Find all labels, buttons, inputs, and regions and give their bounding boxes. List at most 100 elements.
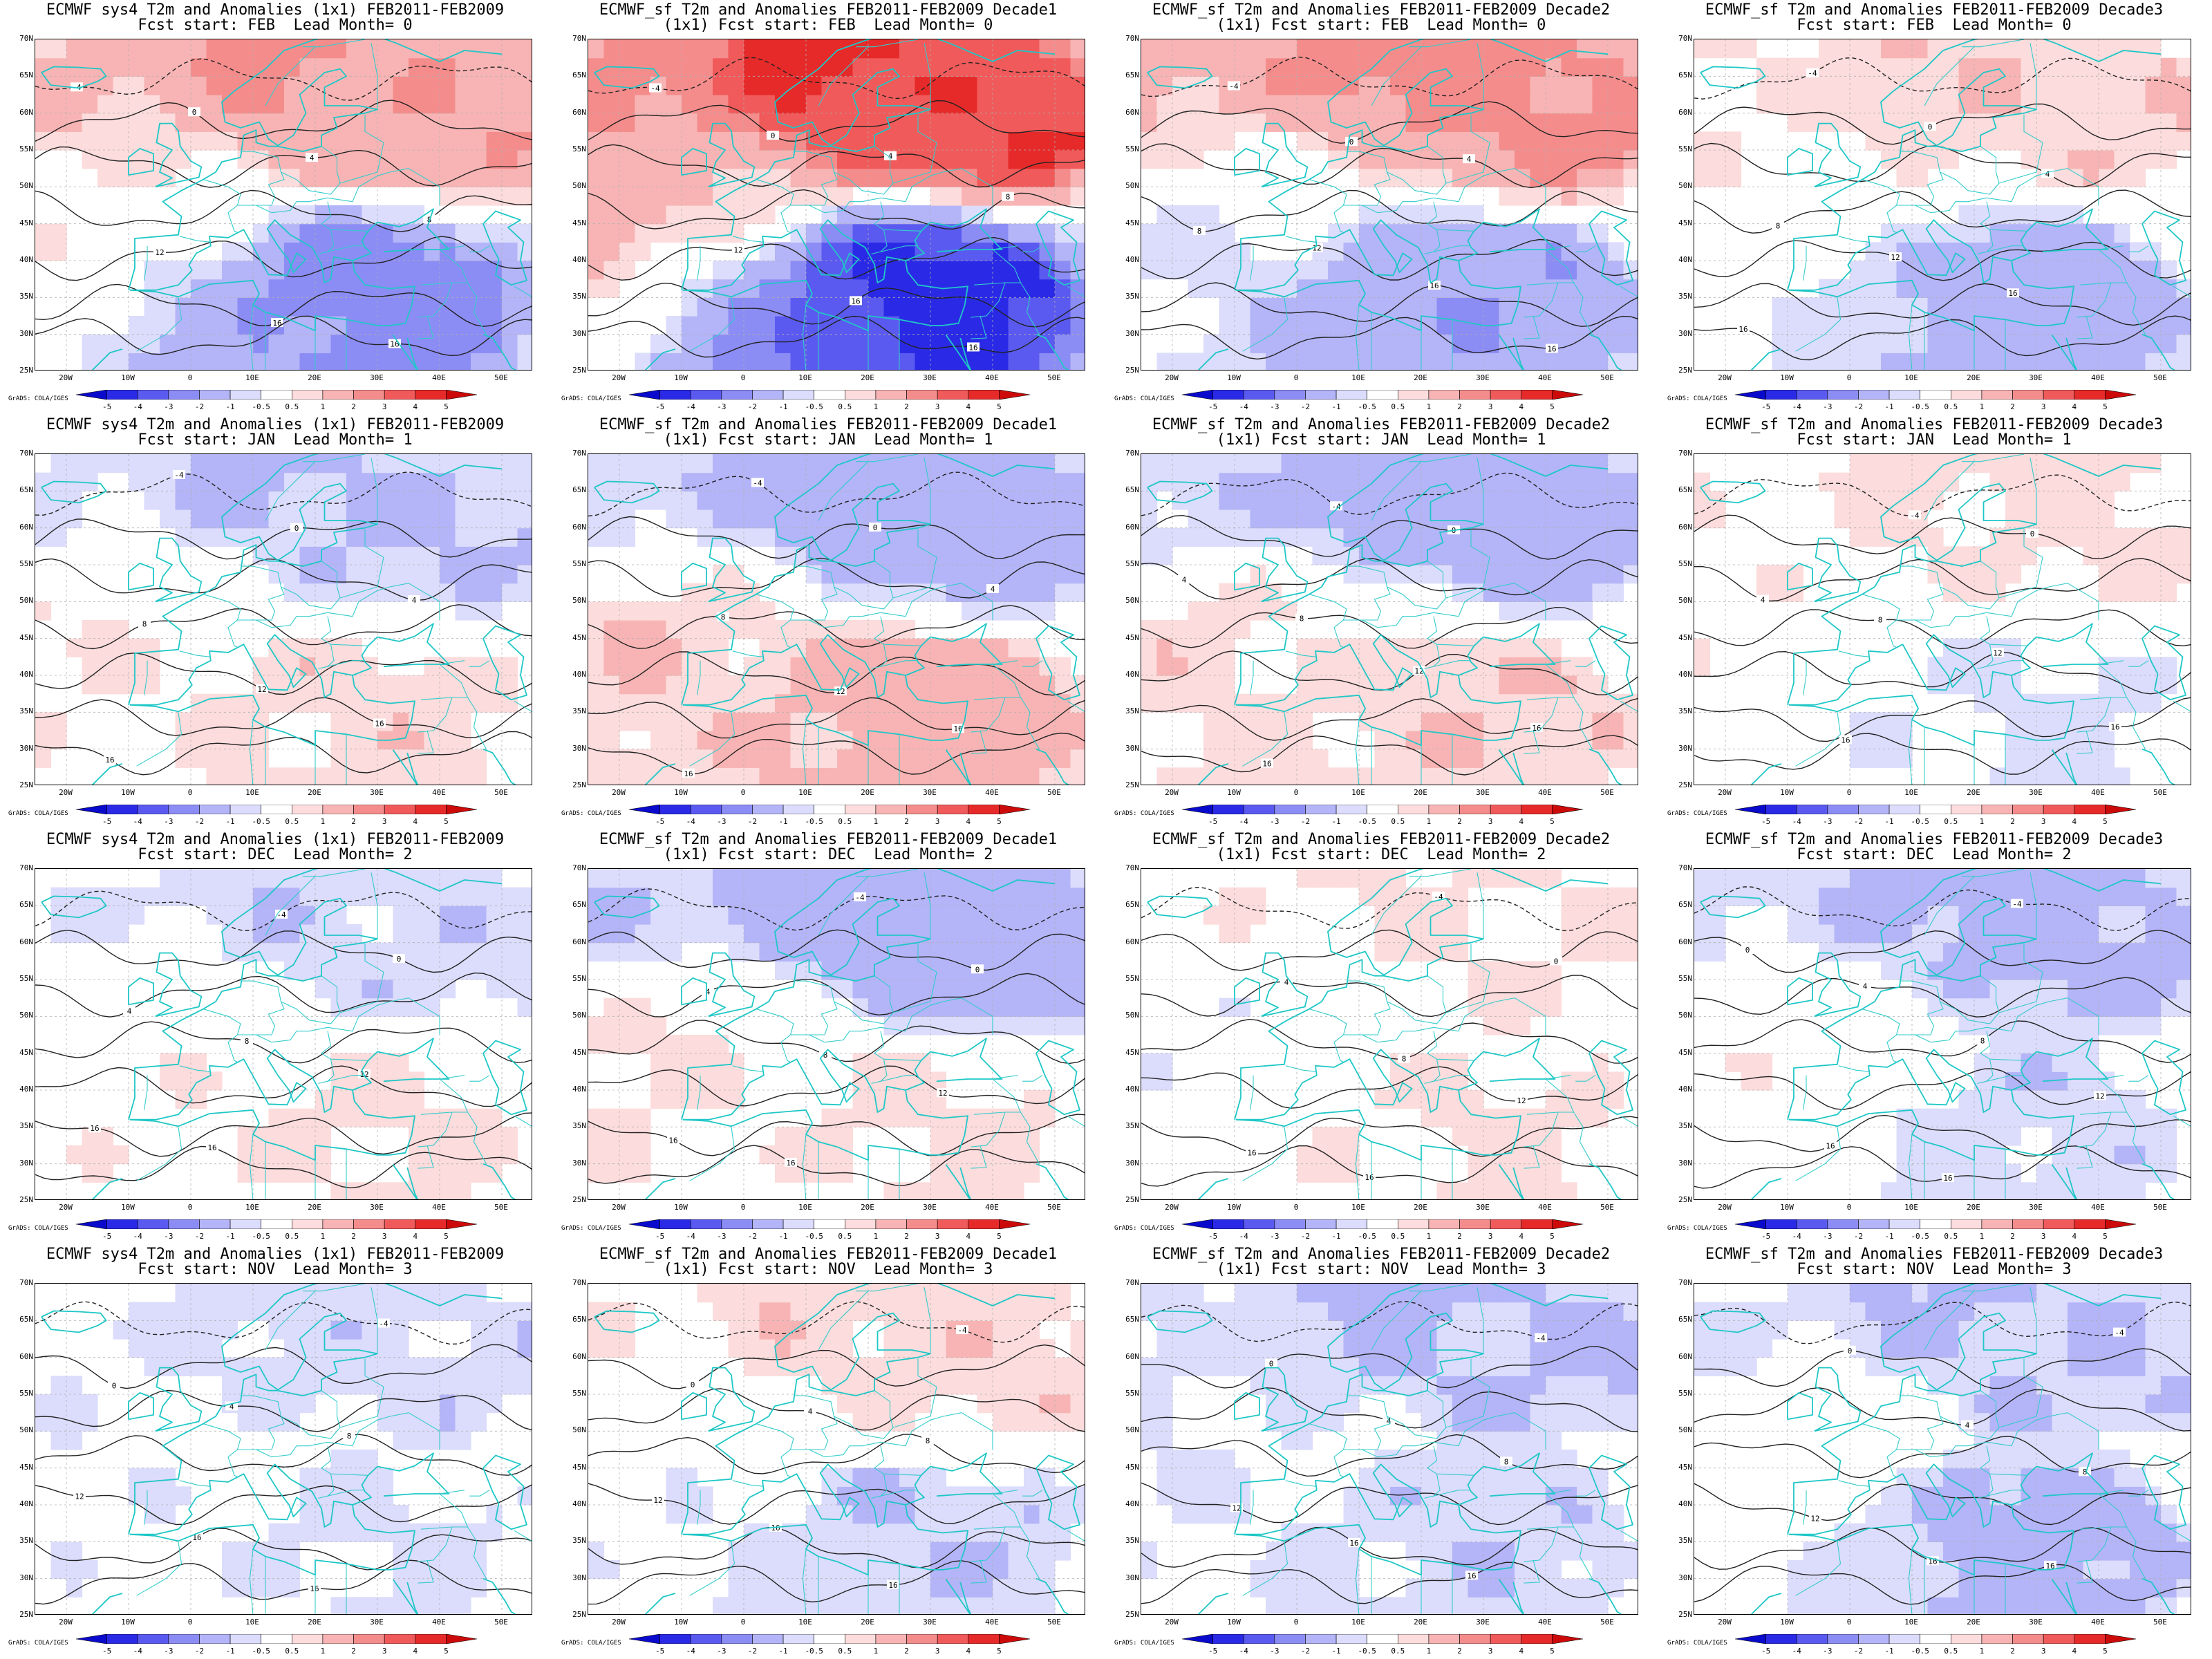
anomaly-cell xyxy=(1515,57,1531,77)
anomaly-cell xyxy=(346,76,363,95)
anomaly-cell xyxy=(1468,749,1484,768)
anomaly-cell xyxy=(977,657,993,676)
latitude-label: 55N xyxy=(19,144,33,153)
anomaly-cell xyxy=(899,297,916,317)
map-area: -4 0 4 8 12 16 16 xyxy=(1141,453,1638,785)
anomaly-cell xyxy=(222,39,238,59)
anomaly-cell xyxy=(440,583,456,602)
anomaly-cell xyxy=(837,527,854,547)
colorbar-swatch xyxy=(384,805,416,814)
anomaly-cell xyxy=(222,297,238,317)
anomaly-cell xyxy=(50,95,67,114)
anomaly-cell xyxy=(1709,168,1726,187)
anomaly-cell xyxy=(299,297,316,317)
anomaly-cell xyxy=(129,113,145,132)
colorbar-label: -1 xyxy=(225,1232,235,1241)
coastline xyxy=(1035,625,1080,701)
country-border xyxy=(420,1075,469,1115)
anomaly-cell xyxy=(1834,57,1850,77)
anomaly-cell xyxy=(713,150,729,169)
anomaly-cell xyxy=(744,131,760,151)
anomaly-cell xyxy=(837,1145,854,1165)
anomaly-cell xyxy=(175,712,191,731)
latitude-label: 70N xyxy=(1678,34,1692,43)
latitude-label: 60N xyxy=(19,107,33,117)
anomaly-cell xyxy=(775,749,791,768)
anomaly-cell xyxy=(66,95,83,114)
anomaly-cell xyxy=(713,620,729,639)
anomaly-cell xyxy=(1039,353,1056,370)
anomaly-cell xyxy=(883,675,900,695)
anomaly-cell xyxy=(1561,749,1577,768)
anomaly-cell xyxy=(713,95,729,114)
colorbar-label: -5 xyxy=(1761,402,1771,411)
anomaly-cell xyxy=(790,620,807,639)
anomaly-cell xyxy=(603,187,620,206)
anomaly-cell xyxy=(806,187,823,206)
anomaly-cell xyxy=(1803,316,1819,335)
colorbar-label: -1 xyxy=(1884,402,1894,411)
anomaly-cell xyxy=(806,565,823,584)
anomaly-cell xyxy=(1725,39,1742,59)
anomaly-cell xyxy=(2021,334,2037,353)
anomaly-cell xyxy=(1235,113,1251,132)
anomaly-cell xyxy=(1850,95,1866,114)
anomaly-cell xyxy=(455,961,471,980)
anomaly-cell xyxy=(517,491,532,510)
anomaly-cell xyxy=(1881,261,1897,280)
anomaly-cell xyxy=(517,168,532,187)
anomaly-cell xyxy=(977,1127,993,1146)
anomaly-cell xyxy=(1592,131,1609,151)
anomaly-cell xyxy=(175,1071,191,1091)
anomaly-cell xyxy=(2114,565,2130,584)
anomaly-cell xyxy=(1008,509,1024,529)
country-border xyxy=(790,565,838,621)
anomaly-cell xyxy=(1343,261,1360,280)
anomaly-cell xyxy=(206,887,223,906)
latitude-label: 45N xyxy=(19,218,33,227)
colorbar-swatch xyxy=(845,805,877,814)
anomaly-cell xyxy=(977,261,993,280)
anomaly-cell xyxy=(837,113,854,132)
anomaly-cell xyxy=(2145,565,2162,584)
anomaly-cell xyxy=(868,767,885,785)
anomaly-cell xyxy=(144,454,160,474)
colorbar-label: -3 xyxy=(164,402,174,411)
anomaly-cell xyxy=(666,942,682,962)
anomaly-cell xyxy=(883,693,900,713)
anomaly-cell xyxy=(1546,638,1562,657)
anomaly-cell xyxy=(619,261,636,280)
anomaly-cell xyxy=(962,527,978,547)
anomaly-cell xyxy=(1834,39,1850,59)
anomaly-cell xyxy=(206,76,223,95)
coastline xyxy=(482,210,527,286)
anomaly-cell xyxy=(409,527,425,547)
anomaly-cell xyxy=(486,675,503,695)
anomaly-cell xyxy=(2036,334,2053,353)
colorbar-swatch xyxy=(353,390,385,400)
anomaly-cell xyxy=(775,491,791,510)
anomaly-cell xyxy=(1608,279,1624,298)
latitude-label: 70N xyxy=(19,449,33,458)
colorbar-swatch xyxy=(782,390,814,400)
anomaly-cell xyxy=(424,657,440,676)
anomaly-cell xyxy=(977,353,993,370)
coastline xyxy=(945,749,971,785)
anomaly-cell xyxy=(899,583,916,602)
anomaly-cell xyxy=(2145,675,2162,695)
country-border xyxy=(1427,201,1474,232)
anomaly-cell xyxy=(1452,491,1469,510)
latitude-label: 25N xyxy=(1125,366,1139,375)
country-border xyxy=(318,1059,365,1084)
anomaly-cell xyxy=(113,113,129,132)
anomaly-cell xyxy=(1405,509,1422,529)
anomaly-cell xyxy=(1546,601,1562,621)
colorbar-label: -4 xyxy=(1792,402,1801,411)
anomaly-cell xyxy=(930,76,947,95)
anomaly-cell xyxy=(713,57,729,77)
anomaly-cell xyxy=(1250,767,1266,785)
anomaly-cell xyxy=(1577,527,1593,547)
anomaly-cell xyxy=(440,454,456,474)
coastline xyxy=(644,348,676,370)
coastline xyxy=(129,208,450,332)
